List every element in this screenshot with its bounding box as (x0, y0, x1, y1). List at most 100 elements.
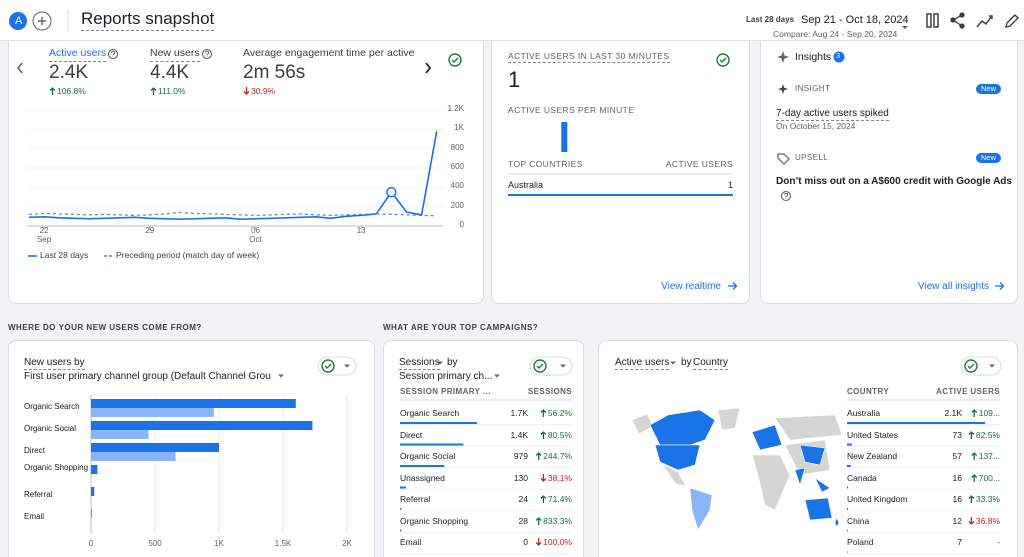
arrow-down (243, 87, 250, 95)
check-icon (964, 359, 978, 373)
compare-range: Compare: Aug 24 - Sep 20, 2024 (773, 29, 898, 39)
change-value: 100.0% (543, 537, 572, 547)
metric-label[interactable]: Average engagement time per active us (243, 48, 417, 59)
column-header: TOP COUNTRIES (508, 159, 583, 169)
bar (91, 399, 296, 408)
insights-icon[interactable] (976, 15, 993, 28)
dropdown-arrow[interactable] (989, 364, 995, 368)
comparison-line (28, 211, 437, 217)
change: 111.0% (150, 86, 186, 96)
row-bar (400, 529, 402, 532)
arrow-glyph (540, 495, 547, 503)
check-icon (321, 359, 335, 373)
change-value: 30.9% (251, 86, 276, 96)
next-chevron[interactable] (425, 62, 432, 74)
change: 700... (971, 472, 1000, 483)
highlight-point (386, 186, 397, 198)
compare-menu[interactable] (317, 356, 357, 376)
row-label: Direct (400, 429, 423, 440)
by-label: by (681, 357, 692, 368)
link-arrow[interactable] (995, 282, 1005, 290)
realtime-title: ACTIVE USERS IN LAST 30 MINUTES (508, 51, 670, 64)
change-value: 700... (978, 472, 1000, 483)
dropdown-arrow[interactable] (344, 364, 350, 368)
check-icon (533, 359, 547, 373)
bar (91, 421, 313, 430)
x-tick-label: 2K (342, 539, 352, 548)
date-range[interactable]: Sep 21 - Oct 18, 2024 (801, 14, 909, 26)
x-tick-label: 22 Sep (36, 226, 52, 244)
change: 38.1% (540, 473, 572, 483)
world-map (631, 407, 843, 531)
count-badge (833, 51, 845, 63)
campaigns-card (383, 340, 584, 557)
row-label: Poland (847, 537, 874, 547)
share-icon[interactable] (950, 12, 965, 29)
row-bar (400, 422, 477, 424)
help-icon[interactable] (201, 48, 213, 60)
help-glyph (205, 50, 210, 57)
row-label: Organic Search (400, 408, 460, 418)
change-value: 36.8% (975, 515, 1000, 526)
insight-kind: UPSELL (795, 153, 829, 162)
row-bar (400, 486, 406, 489)
metric-label[interactable]: New users (150, 48, 200, 62)
sparkle-icon (777, 51, 789, 63)
insight-date: On October 15, 2024 (776, 121, 856, 131)
edit-icon[interactable] (1005, 14, 1019, 28)
arrow-up (971, 473, 978, 482)
compare-menu[interactable] (529, 356, 573, 376)
arrow-up (968, 430, 975, 439)
row-bar (847, 422, 985, 424)
overview-card (8, 30, 484, 304)
dimension[interactable]: Session primary ch... (399, 371, 493, 382)
metric-label[interactable]: Active users (49, 48, 107, 62)
insight-text[interactable]: 7-day active users spiked (776, 108, 889, 121)
bar (561, 122, 568, 152)
bar (91, 509, 92, 518)
upsell-text[interactable]: Don’t miss out on a A$600 credit with Go… (776, 176, 1012, 187)
dimension[interactable]: Country (693, 357, 729, 370)
category-label: Organic Shopping (24, 463, 89, 472)
dropdown-arrow[interactable] (560, 364, 566, 368)
link-arrow[interactable] (728, 282, 738, 290)
help-glyph (784, 192, 789, 199)
dropdown-arrow[interactable] (670, 361, 676, 365)
view-insights-link[interactable]: View all insights (918, 281, 989, 292)
arrow-up (540, 409, 547, 417)
y-tick-label: 1K (454, 123, 464, 133)
metric-value: 2.4K (49, 62, 89, 83)
row-value: 1.7K (510, 408, 529, 418)
row-value: 130 (513, 472, 528, 483)
compare-icon[interactable] (926, 13, 939, 28)
dimension[interactable]: First user primary channel group (Defaul… (24, 371, 271, 382)
header-bar (0, 0, 1024, 41)
card-title[interactable]: New users by (24, 357, 85, 370)
metric-select[interactable]: Sessions (399, 357, 440, 370)
row-label: Organic Shopping (400, 515, 469, 526)
date-dropdown[interactable] (902, 26, 908, 29)
change: 36.8% (968, 515, 1000, 526)
row-value: 24 (518, 494, 528, 504)
arrow-glyph (540, 430, 547, 439)
compare-menu[interactable] (960, 356, 1002, 376)
period[interactable]: Last 28 days (746, 15, 795, 24)
view-realtime-link[interactable]: View realtime (661, 281, 721, 292)
row-bar (847, 508, 849, 510)
dropdown-arrow[interactable] (494, 374, 500, 378)
insights-title: Insights (795, 51, 832, 63)
row-label: Organic Social (400, 451, 456, 461)
legend-label: Last 28 days (40, 250, 89, 260)
prev-chevron[interactable] (17, 62, 23, 74)
help-icon[interactable] (780, 190, 792, 202)
arrow-glyph (150, 87, 157, 95)
avatar[interactable] (9, 12, 27, 30)
arrow-up (540, 495, 547, 503)
dropdown-arrow[interactable] (278, 374, 284, 378)
change: 137... (971, 451, 1000, 461)
dropdown-arrow[interactable] (437, 361, 443, 365)
category-label: Referral (24, 490, 53, 499)
metric-select[interactable]: Active users (615, 357, 670, 370)
help-icon[interactable] (107, 48, 119, 60)
